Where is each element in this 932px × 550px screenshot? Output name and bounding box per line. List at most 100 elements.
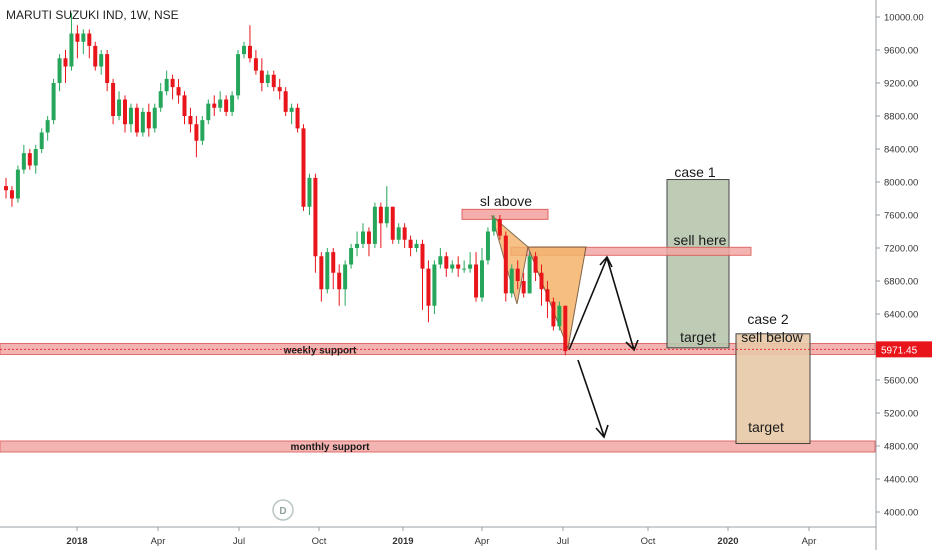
candle-up bbox=[491, 219, 496, 232]
candle-down bbox=[474, 264, 479, 298]
candle-down bbox=[93, 45, 98, 67]
time-tick-label: Apr bbox=[475, 536, 490, 547]
candle-up bbox=[236, 54, 241, 96]
candle-down bbox=[9, 190, 14, 199]
candle-up bbox=[206, 103, 211, 121]
price-tick-label: 10000.00 bbox=[884, 13, 924, 24]
target2-label: target bbox=[748, 419, 784, 435]
candle-up bbox=[33, 149, 38, 166]
candle-down bbox=[271, 74, 276, 88]
candle-up bbox=[361, 231, 365, 244]
candle-up bbox=[45, 120, 50, 133]
time-tick-label: Jul bbox=[557, 536, 569, 547]
data-window-button[interactable] bbox=[272, 499, 294, 521]
candle-down bbox=[170, 78, 175, 88]
price-tick-label: 8800.00 bbox=[884, 112, 918, 123]
candle-up bbox=[384, 206, 389, 224]
candle-up bbox=[527, 256, 532, 294]
price-tick-label: 5600.00 bbox=[884, 376, 918, 387]
time-tick-label: Oct bbox=[641, 536, 656, 547]
price-tick-label: 4000.00 bbox=[884, 508, 918, 519]
sl-above-label: sl above bbox=[480, 193, 532, 209]
price-tick-label: 7200.00 bbox=[884, 244, 918, 255]
candle-down bbox=[182, 95, 187, 116]
candle-down bbox=[75, 33, 80, 42]
time-tick-label: 2018 bbox=[66, 536, 87, 547]
candle-down bbox=[63, 58, 68, 67]
candle-down bbox=[521, 281, 526, 294]
candle-up bbox=[468, 264, 473, 269]
candle-down bbox=[87, 33, 92, 46]
price-tick-label: 7600.00 bbox=[884, 211, 918, 222]
case2-projection-path bbox=[577, 359, 605, 437]
candle-down bbox=[123, 99, 127, 125]
annotation-layer: weekly support monthly support bbox=[0, 179, 876, 453]
candle-down bbox=[539, 272, 544, 290]
candlestick-series bbox=[4, 12, 568, 356]
candle-down bbox=[515, 268, 520, 281]
case2-box bbox=[735, 333, 811, 445]
sl-above-zone bbox=[461, 208, 549, 220]
candle-down bbox=[402, 227, 407, 240]
candle-up bbox=[325, 252, 330, 290]
candle-up bbox=[57, 58, 62, 83]
price-tick-label: 9200.00 bbox=[884, 79, 918, 90]
monthly-support-label: monthly support bbox=[291, 442, 371, 453]
candle-down bbox=[366, 231, 371, 244]
candle-up bbox=[51, 83, 56, 121]
candle-up bbox=[349, 248, 354, 265]
candle-down bbox=[456, 264, 461, 269]
arrowhead-down bbox=[625, 339, 639, 352]
candle-down bbox=[545, 289, 550, 302]
candle-up bbox=[152, 107, 157, 129]
candle-up bbox=[39, 132, 44, 149]
candle-down bbox=[247, 45, 252, 59]
candle-up bbox=[230, 95, 235, 112]
candle-up bbox=[99, 54, 104, 67]
candle-down bbox=[426, 268, 431, 306]
last-price-tag bbox=[876, 341, 932, 358]
candle-up bbox=[485, 231, 490, 261]
candle-up bbox=[265, 74, 270, 83]
time-tick-label: Oct bbox=[312, 536, 327, 547]
candle-up bbox=[414, 243, 419, 248]
candle-down bbox=[277, 87, 282, 92]
candle-up bbox=[396, 227, 401, 240]
target1-label: target bbox=[680, 329, 716, 345]
candle-up bbox=[480, 260, 484, 298]
candle-up bbox=[218, 99, 223, 108]
candle-up bbox=[307, 177, 312, 207]
candle-up bbox=[289, 107, 294, 112]
candle-down bbox=[105, 54, 110, 83]
time-tick-label: 2019 bbox=[392, 536, 413, 547]
time-tick-label: Jul bbox=[233, 536, 245, 547]
candle-up bbox=[242, 45, 246, 55]
price-tick-label: 4800.00 bbox=[884, 442, 918, 453]
price-tick-label: 6800.00 bbox=[884, 277, 918, 288]
monthly-support-zone bbox=[0, 440, 876, 453]
price-tick-label: 5200.00 bbox=[884, 409, 918, 420]
case1-box bbox=[666, 179, 730, 349]
candle-up bbox=[21, 153, 26, 170]
candle-up bbox=[438, 256, 443, 265]
time-axis[interactable]: 2018 Apr Jul Oct 2019 Apr Jul Oct 2020 Apr bbox=[0, 526, 876, 547]
candle-up bbox=[69, 33, 74, 67]
candle-down bbox=[194, 124, 199, 141]
candle-down bbox=[146, 111, 151, 129]
chart-title: MARUTI SUZUKI IND, 1W, NSE bbox=[6, 8, 179, 22]
data-window-glyph: D bbox=[279, 506, 286, 517]
candle-down bbox=[27, 153, 32, 166]
price-tick-label: 8400.00 bbox=[884, 145, 918, 156]
candle-down bbox=[420, 243, 425, 269]
candle-down bbox=[337, 272, 342, 290]
candle-up bbox=[140, 111, 145, 133]
price-tick-label: 8000.00 bbox=[884, 178, 918, 189]
candle-down bbox=[497, 219, 502, 236]
candle-down bbox=[563, 305, 568, 352]
last-price-tag-label: 5971.45 bbox=[881, 345, 918, 356]
candle-up bbox=[509, 268, 514, 294]
candle-down bbox=[176, 87, 181, 96]
